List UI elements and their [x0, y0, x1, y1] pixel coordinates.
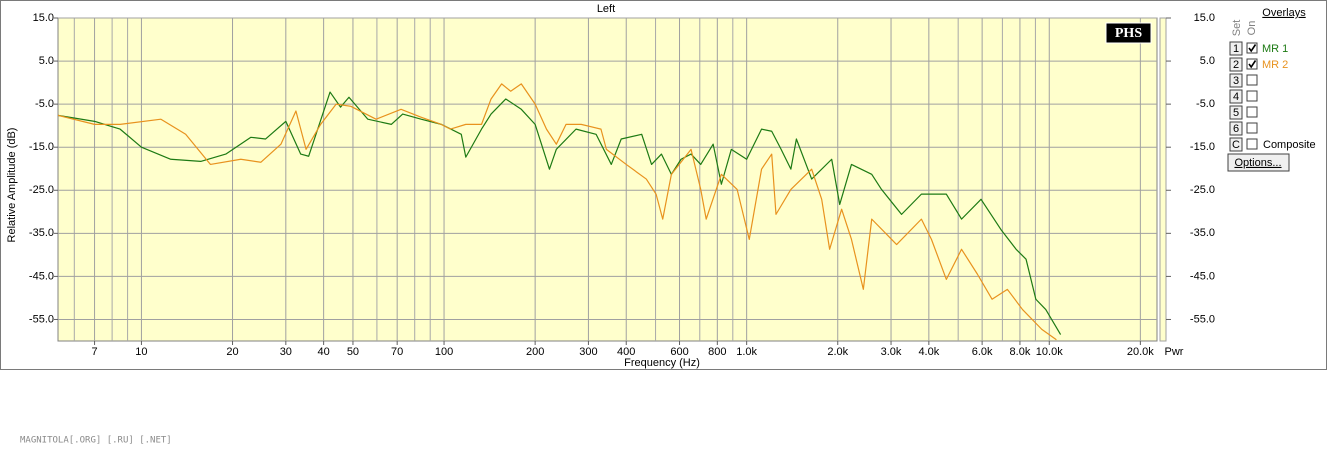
x-tick-label: 10.0k	[1036, 346, 1063, 358]
x-tick-label: 30	[280, 346, 292, 358]
set-button-label: 2	[1233, 59, 1239, 71]
set-button[interactable]	[1229, 137, 1243, 152]
overlays-title: Overlays	[1262, 7, 1306, 19]
x-tick-label: 200	[526, 346, 544, 358]
series-line	[58, 83, 1057, 341]
x-tick-label: 20.0k	[1127, 346, 1154, 358]
set-button[interactable]	[1229, 121, 1243, 136]
x-tick-label: 20	[226, 346, 238, 358]
series-line	[58, 91, 1062, 335]
watermark: MAGNITOLA[.ORG] [.RU] [.NET]	[20, 436, 172, 446]
y-tick-label: -15.0	[29, 141, 54, 153]
x-tick-label: 800	[708, 346, 726, 358]
set-button[interactable]	[1229, 105, 1243, 120]
x-tick-label: 2.0k	[827, 346, 848, 358]
set-button-label: 4	[1233, 91, 1239, 103]
check-mark	[1248, 60, 1257, 69]
badge-text: PHS	[1115, 26, 1142, 41]
y-tick-label: -55.0	[29, 313, 54, 325]
y-tick-label: 15.0	[33, 12, 54, 24]
y2-tick-label: -45.0	[1190, 270, 1215, 282]
x-tick-label: 300	[579, 346, 597, 358]
x-tick-label: 4.0k	[918, 346, 939, 358]
set-button-label: C	[1232, 139, 1240, 151]
composite-label: Composite	[1263, 139, 1316, 151]
y-tick-label: -25.0	[29, 184, 54, 196]
checkbox[interactable]	[1246, 106, 1258, 118]
options-button[interactable]	[1227, 153, 1290, 172]
y-tick-label: -45.0	[29, 270, 54, 282]
set-button-label: 5	[1233, 107, 1239, 119]
y2-tick-label: -55.0	[1190, 313, 1215, 325]
x-tick-label: 50	[347, 346, 359, 358]
y2-tick-label: -35.0	[1190, 227, 1215, 239]
set-header: Set	[1231, 20, 1243, 37]
x-tick-label: 100	[435, 346, 453, 358]
y2-tick-label: -15.0	[1190, 141, 1215, 153]
checkbox[interactable]	[1246, 42, 1258, 54]
legend-label: MR 1	[1262, 43, 1288, 55]
y2-axis-label: Pwr	[1165, 346, 1184, 358]
checkbox[interactable]	[1246, 138, 1258, 150]
set-button[interactable]	[1229, 57, 1243, 72]
x-tick-label: 40	[318, 346, 330, 358]
y-tick-label: -35.0	[29, 227, 54, 239]
x-tick-label: 10	[135, 346, 147, 358]
legend-label: MR 2	[1262, 59, 1288, 71]
y2-tick-label: -25.0	[1190, 184, 1215, 196]
x-tick-label: 1.0k	[736, 346, 757, 358]
set-button[interactable]	[1229, 73, 1243, 88]
set-button[interactable]	[1229, 41, 1243, 56]
series-layer	[58, 83, 1062, 341]
x-tick-label: 3.0k	[881, 346, 902, 358]
y2-tick-label: -5.0	[1196, 98, 1215, 110]
checkbox[interactable]	[1246, 74, 1258, 86]
y2-tick-label: 5.0	[1200, 55, 1215, 67]
set-button-label: 1	[1233, 43, 1239, 55]
checkbox[interactable]	[1246, 90, 1258, 102]
on-header: On	[1246, 21, 1258, 36]
right-axis-strip	[1159, 17, 1167, 342]
check-mark	[1248, 44, 1257, 53]
set-button[interactable]	[1229, 89, 1243, 104]
x-tick-label: 600	[670, 346, 688, 358]
y-axis-label: Relative Amplitude (dB)	[6, 128, 18, 243]
checkbox[interactable]	[1246, 58, 1258, 70]
checkbox[interactable]	[1246, 122, 1258, 134]
options-button-label: Options...	[1234, 157, 1281, 169]
y-tick-label: -5.0	[35, 98, 54, 110]
x-tick-label: 6.0k	[972, 346, 993, 358]
x-tick-label: 7	[91, 346, 97, 358]
x-tick-label: 400	[617, 346, 635, 358]
x-tick-label: 70	[391, 346, 403, 358]
y2-tick-label: 15.0	[1194, 12, 1215, 24]
set-button-label: 6	[1233, 123, 1239, 135]
chart-title: Left	[597, 3, 615, 15]
x-tick-label: 8.0k	[1010, 346, 1031, 358]
badge-box	[1105, 22, 1152, 44]
y-tick-label: 5.0	[39, 55, 54, 67]
plot-area	[57, 17, 1158, 342]
x-axis-label: Frequency (Hz)	[624, 357, 700, 369]
set-button-label: 3	[1233, 75, 1239, 87]
